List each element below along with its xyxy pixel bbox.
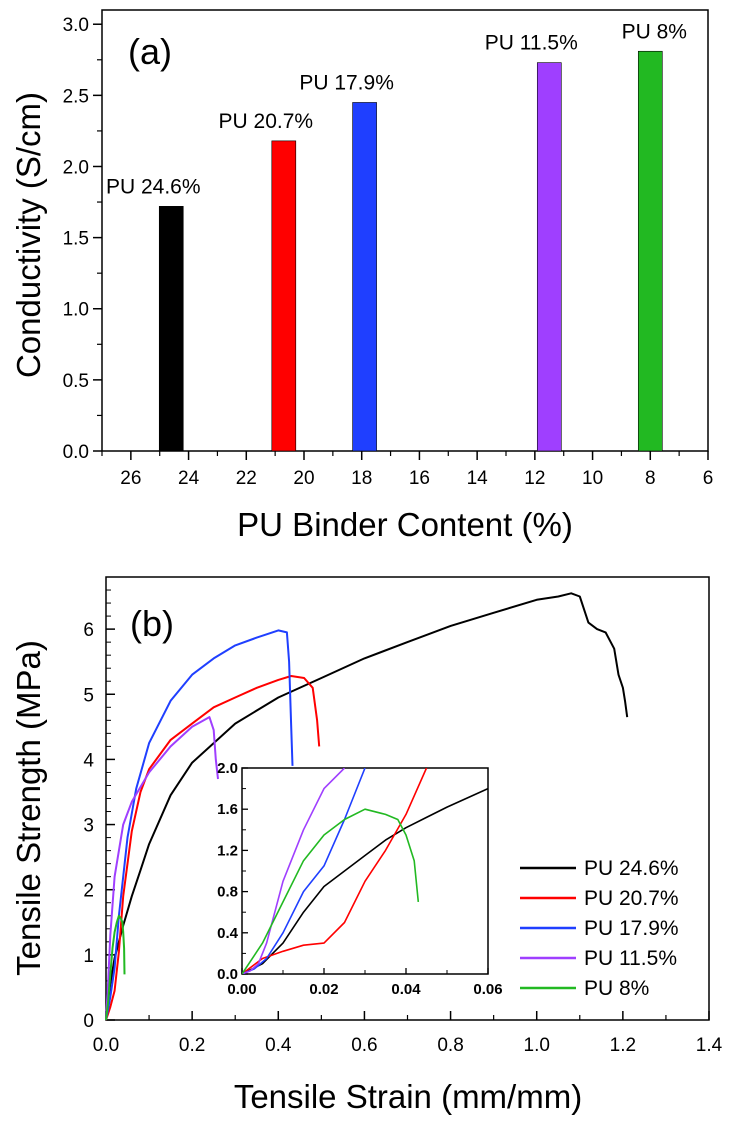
inset-y-tick-label: 0.8 (217, 884, 238, 901)
panel-a-y-tick-label: 1.0 (63, 300, 89, 321)
panel-a-plot-frame (101, 9, 709, 452)
panel-b-x-tick-label: 0.2 (179, 1035, 205, 1056)
series-line (105, 716, 219, 1021)
panel-a-y-tick-label: 0.0 (63, 442, 89, 463)
panel-b-y-tick-label: 2 (83, 881, 94, 902)
legend-label: PU 20.7% (584, 887, 679, 910)
legend-label: PU 17.9% (584, 917, 679, 940)
panel-a-y-tick-label: 2.5 (63, 86, 89, 107)
inset-y-tick-label: 1.6 (217, 801, 238, 818)
panel-b-y-tick-label: 4 (83, 750, 94, 771)
panel-b-x-tick-label: 0.0 (93, 1035, 119, 1056)
bar-label: PU 11.5% (485, 32, 578, 55)
inset-series-line (242, 808, 420, 974)
inset-frame (241, 767, 489, 975)
panel-b-y-axis-title: Tensile Strength (MPa) (10, 640, 47, 976)
panel-a-y-tick-label: 2.0 (63, 157, 89, 178)
panel-b-x-tick-label: 0.4 (265, 1035, 292, 1056)
inset-series-line (242, 787, 488, 974)
inset-series-line (242, 768, 346, 974)
inset-ticks: 0.00 0.02 0.04 0.06 0.0 0.4 0.8 1.2 1.6 2.0 (217, 760, 502, 998)
inset-x-tick-label: 0.02 (309, 981, 338, 998)
panel-a-ticks: 26 24 22 20 18 16 14 12 10 8 6 0.0 0.5 1.0 1.5 2.0 2.5 3.… (63, 15, 714, 489)
bar-label: PU 24.6% (106, 175, 201, 198)
panel-b-x-tick-label: 1.0 (524, 1035, 550, 1056)
panel-a-x-tick-label: 12 (524, 468, 545, 489)
panel-a-x-tick-label: 22 (236, 468, 257, 489)
panel-a-y-tick-label: 0.5 (63, 371, 89, 392)
panel-b-y-tick-label: 6 (83, 620, 94, 641)
inset-y-tick-label: 2.0 (217, 760, 238, 777)
panel-a-x-tick-label: 8 (645, 468, 656, 489)
legend-label: PU 11.5% (584, 947, 677, 970)
inset-x-tick-label: 0.00 (227, 981, 256, 998)
series-line (105, 675, 321, 1021)
panel-b-x-tick-label: 0.6 (351, 1035, 377, 1056)
panel-b-y-tick-label: 0 (83, 1011, 94, 1032)
panel-b-series-lines (105, 592, 629, 1021)
inset-series-line (242, 768, 366, 974)
panel-b-x-tick-label: 0.8 (437, 1035, 463, 1056)
panel-b-y-tick-label: 1 (83, 946, 94, 967)
panel-b-line-chart: 0.0 0.2 0.4 0.6 0.8 1.0 1.2 1.4 0 1 2 3 4 5 6 (b) Tens… (10, 576, 723, 1115)
panel-a-x-tick-label: 16 (409, 468, 430, 489)
series-line (105, 592, 629, 1021)
panel-a-label: (a) (128, 31, 172, 72)
panel-a-bars: PU 24.6% PU 20.7% PU 17.9% PU 11.5% PU 8% (106, 20, 687, 452)
series-line (105, 629, 294, 1021)
panel-a-x-tick-label: 6 (703, 468, 714, 489)
bar-label: PU 17.9% (299, 71, 394, 94)
panel-b-ticks: 0.0 0.2 0.4 0.6 0.8 1.0 1.2 1.4 0 1 2 3 4 5 6 (83, 589, 723, 1056)
panel-a-x-tick-label: 24 (178, 468, 200, 489)
series-line (105, 914, 126, 1021)
panel-a-y-tick-label: 3.0 (63, 15, 89, 36)
panel-a-x-tick-label: 20 (293, 468, 314, 489)
panel-b-x-axis-title: Tensile Strain (mm/mm) (234, 1078, 582, 1115)
inset-y-tick-label: 1.2 (217, 842, 238, 859)
bar (352, 102, 377, 452)
panel-a-x-tick-label: 18 (351, 468, 372, 489)
panel-b-inset: 0.00 0.02 0.04 0.06 0.0 0.4 0.8 1.2 1.6 2.0 (217, 760, 502, 998)
panel-a-y-axis-title: Conductivity (S/cm) (10, 92, 47, 378)
inset-y-tick-label: 0.4 (217, 925, 239, 942)
bar (536, 62, 562, 452)
panel-a-x-tick-label: 14 (467, 468, 489, 489)
panel-b-label: (b) (130, 603, 174, 644)
legend-label: PU 8% (584, 977, 649, 1000)
panel-a-x-tick-label: 10 (582, 468, 603, 489)
panel-b-legend: PU 24.6% PU 20.7% PU 17.9% PU 11.5% PU 8% (520, 857, 679, 1000)
bar (271, 140, 297, 452)
bar (637, 50, 663, 452)
inset-x-tick-label: 0.04 (391, 981, 421, 998)
legend-label: PU 24.6% (584, 857, 679, 880)
panel-a-bar-chart: 26 24 22 20 18 16 14 12 10 8 6 0.0 0.5 1.0 1.5 2.0 2.5 3.… (10, 9, 714, 543)
panel-b-x-tick-label: 1.2 (610, 1035, 636, 1056)
panel-a-y-tick-label: 1.5 (63, 229, 89, 250)
inset-series-lines (242, 768, 488, 974)
bar-label: PU 20.7% (219, 110, 314, 133)
inset-series-line (242, 768, 428, 974)
inset-x-tick-label: 0.06 (473, 981, 502, 998)
panel-b-y-tick-label: 5 (83, 685, 94, 706)
panel-b-y-tick-label: 3 (83, 816, 94, 837)
panel-a-x-axis-title: PU Binder Content (%) (237, 506, 573, 543)
panel-b-x-tick-label: 1.4 (696, 1035, 723, 1056)
panel-a-x-tick-label: 26 (120, 468, 141, 489)
bar-label: PU 8% (622, 20, 687, 43)
inset-y-tick-label: 0.0 (217, 966, 238, 983)
bar (158, 206, 184, 452)
